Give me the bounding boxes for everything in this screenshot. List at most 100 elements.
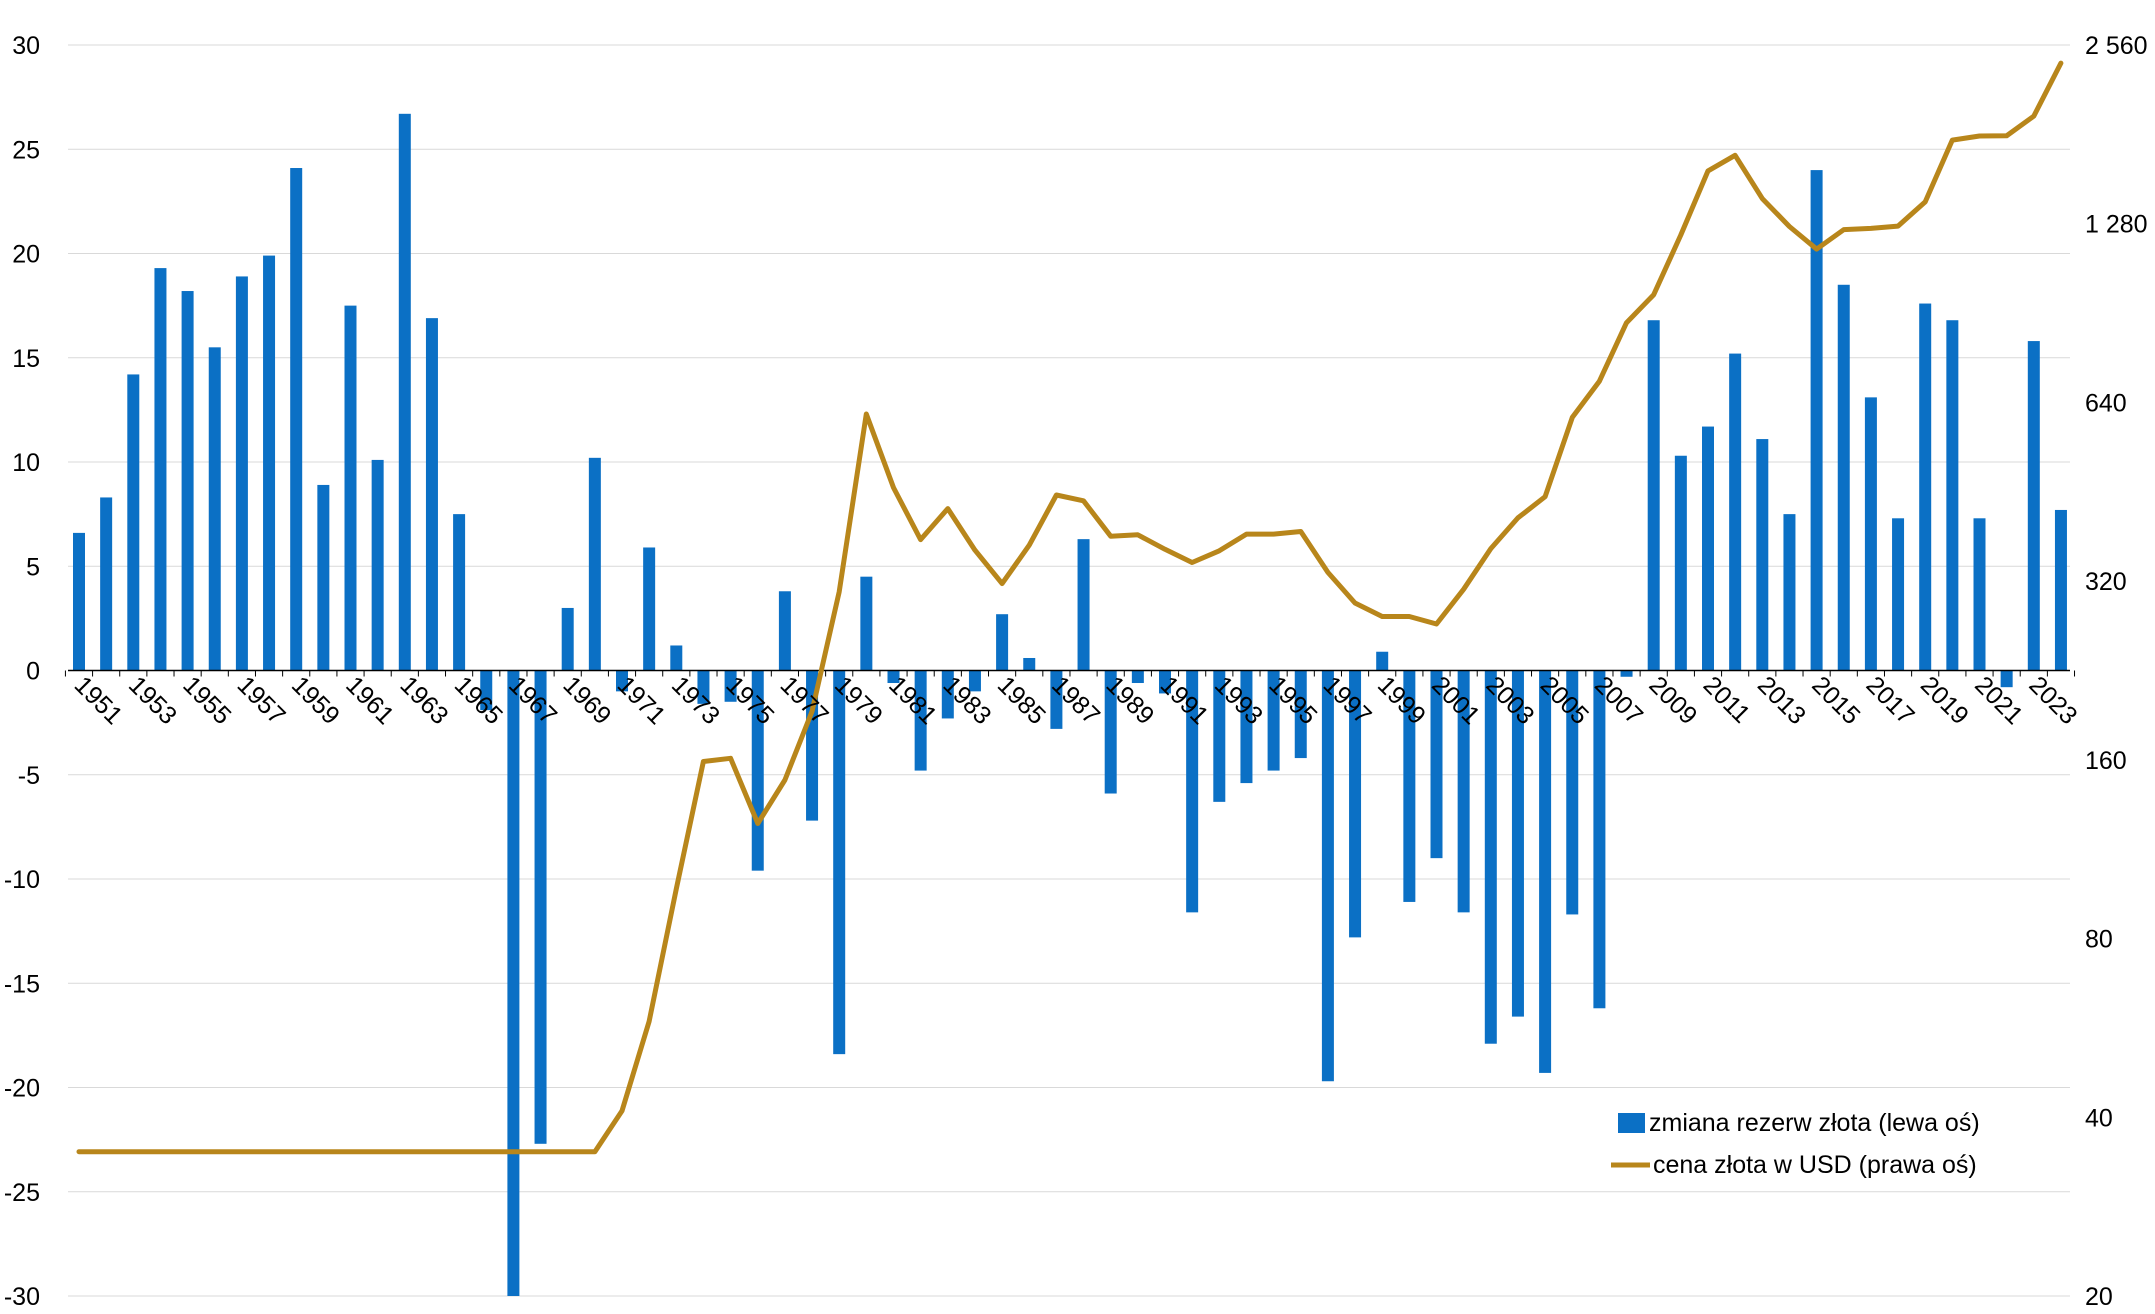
bar-1964: [425, 318, 438, 671]
bar-1990: [1131, 670, 1144, 684]
bar-1961: [344, 305, 357, 671]
bar-1962: [371, 459, 384, 671]
left-tick-label: 10: [12, 449, 40, 477]
left-tick-label: 0: [26, 658, 40, 686]
bar-2023: [2027, 341, 2040, 671]
bar-1955: [181, 291, 194, 671]
right-tick-label: 40: [2085, 1104, 2113, 1132]
bar-2004: [1511, 670, 1524, 1017]
left-tick-label: 25: [12, 136, 40, 164]
bar-1974: [697, 670, 710, 704]
bar-2000: [1403, 670, 1416, 902]
legend-label-line: cena złota w USD (prawa oś): [1653, 1151, 1977, 1179]
bar-1952: [100, 497, 113, 671]
bar-2011: [1702, 426, 1714, 671]
right-tick-label: 2 560: [2085, 32, 2148, 60]
legend-swatch-bar: [1618, 1113, 1645, 1133]
bar-1994: [1240, 670, 1253, 784]
bar-1992: [1186, 670, 1199, 913]
bar-1958: [263, 255, 276, 671]
right-tick-label: 160: [2085, 747, 2127, 775]
bar-1982: [914, 670, 927, 771]
bar-1993: [1213, 670, 1226, 802]
bar-1981: [887, 670, 900, 684]
bar-1999: [1376, 651, 1389, 671]
right-tick-label: 80: [2085, 926, 2113, 954]
bar-1998: [1349, 670, 1362, 938]
bar-2021: [1973, 518, 1986, 671]
bar-2002: [1457, 670, 1470, 913]
bar-2007: [1593, 670, 1606, 1009]
bar-1970: [588, 457, 601, 671]
right-tick-label: 1 280: [2085, 211, 2148, 239]
bar-1973: [670, 645, 683, 671]
bar-2012: [1729, 353, 1742, 671]
bar-1957: [235, 276, 248, 671]
left-tick-label: 15: [12, 345, 40, 373]
bar-2001: [1430, 670, 1443, 859]
bar-1954: [154, 268, 167, 671]
bar-2006: [1566, 670, 1579, 915]
left-tick-label: -5: [18, 762, 40, 790]
bar-1965: [453, 514, 466, 671]
bar-1977: [778, 591, 791, 671]
bar-1972: [643, 547, 656, 671]
bar-1975: [724, 670, 737, 702]
bar-2017: [1864, 397, 1877, 671]
bar-1985: [996, 614, 1009, 671]
left-tick-label: 5: [26, 553, 40, 581]
gold-price-line: [76, 60, 2064, 1155]
bar-1967: [507, 670, 520, 1296]
bar-1980: [860, 576, 873, 671]
bar-2015: [1810, 170, 1823, 671]
bar-2018: [1892, 518, 1905, 671]
left-tick-label: -10: [4, 866, 40, 894]
bar-2020: [1946, 320, 1959, 671]
left-tick-label: 20: [12, 241, 40, 269]
bar-1996: [1294, 670, 1307, 759]
bar-1995: [1267, 670, 1280, 771]
bar-2019: [1919, 303, 1932, 671]
bar-series: [73, 113, 2067, 1296]
bar-2013: [1756, 439, 1769, 671]
bar-1951: [73, 532, 85, 671]
bar-1988: [1077, 539, 1090, 671]
right-tick-label: 640: [2085, 389, 2127, 417]
bar-1986: [1023, 657, 1036, 671]
bar-2016: [1837, 284, 1850, 671]
bar-1989: [1104, 670, 1117, 794]
line-series: [76, 60, 2064, 1155]
bar-1997: [1321, 670, 1334, 1082]
legend-label-bar: zmiana rezerw złota (lewa oś): [1649, 1109, 1980, 1137]
left-tick-label: -15: [4, 970, 40, 998]
bar-1983: [941, 670, 954, 719]
bar-1963: [398, 113, 411, 671]
bar-1953: [127, 374, 140, 671]
bar-1991: [1159, 670, 1171, 694]
bar-1987: [1050, 670, 1063, 729]
left-tick-label: 30: [12, 32, 40, 60]
bar-1959: [290, 168, 303, 671]
left-axis-tick-labels: 30 25 20 15 10 5 0 -5 -10 -15 -20 -25 -30: [4, 32, 40, 1311]
bar-2022: [2000, 670, 2013, 688]
left-tick-label: -30: [4, 1283, 40, 1311]
bar-2010: [1674, 455, 1687, 671]
right-axis-tick-labels: 2 560 1 280 640 320 160 80 40 20: [2085, 32, 2148, 1311]
bar-1956: [208, 347, 221, 671]
bar-1984: [968, 670, 981, 692]
bar-1960: [317, 484, 330, 671]
right-tick-label: 320: [2085, 568, 2127, 596]
bar-1969: [561, 607, 574, 671]
left-tick-label: -25: [4, 1179, 40, 1207]
bar-2008: [1620, 670, 1633, 677]
bar-2005: [1539, 670, 1552, 1073]
zero-axis: [64, 669, 2076, 677]
bar-2003: [1484, 670, 1497, 1044]
bar-1979: [833, 670, 846, 1055]
legend: zmiana rezerw złota (lewa oś) cena złota…: [1611, 1109, 1980, 1179]
bar-2024: [2054, 509, 2067, 671]
left-tick-label: -20: [4, 1075, 40, 1103]
bar-2014: [1783, 514, 1796, 671]
